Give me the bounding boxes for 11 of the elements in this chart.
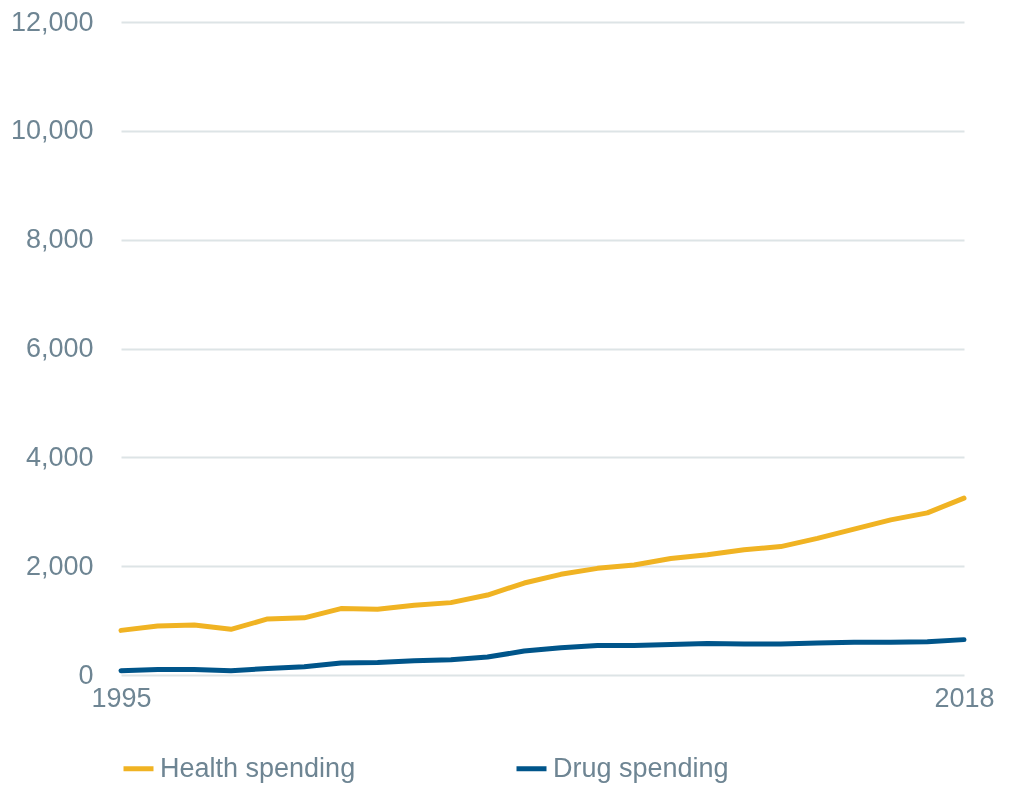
legend-label: Health spending bbox=[160, 752, 356, 783]
y-tick-label: 6,000 bbox=[25, 333, 94, 363]
y-tick-label: 0 bbox=[78, 659, 94, 690]
y-tick-label: 12,000 bbox=[10, 6, 94, 37]
x-tick-label: 2018 bbox=[934, 682, 995, 713]
y-tick-label: 10,000 bbox=[10, 115, 94, 146]
y-tick-label: 4,000 bbox=[25, 441, 94, 472]
x-tick-label: 1995 bbox=[91, 682, 152, 713]
y-tick-label: 8,000 bbox=[25, 224, 94, 255]
y-tick-label: 2,000 bbox=[25, 550, 94, 581]
legend-label: Drug spending bbox=[553, 752, 729, 783]
